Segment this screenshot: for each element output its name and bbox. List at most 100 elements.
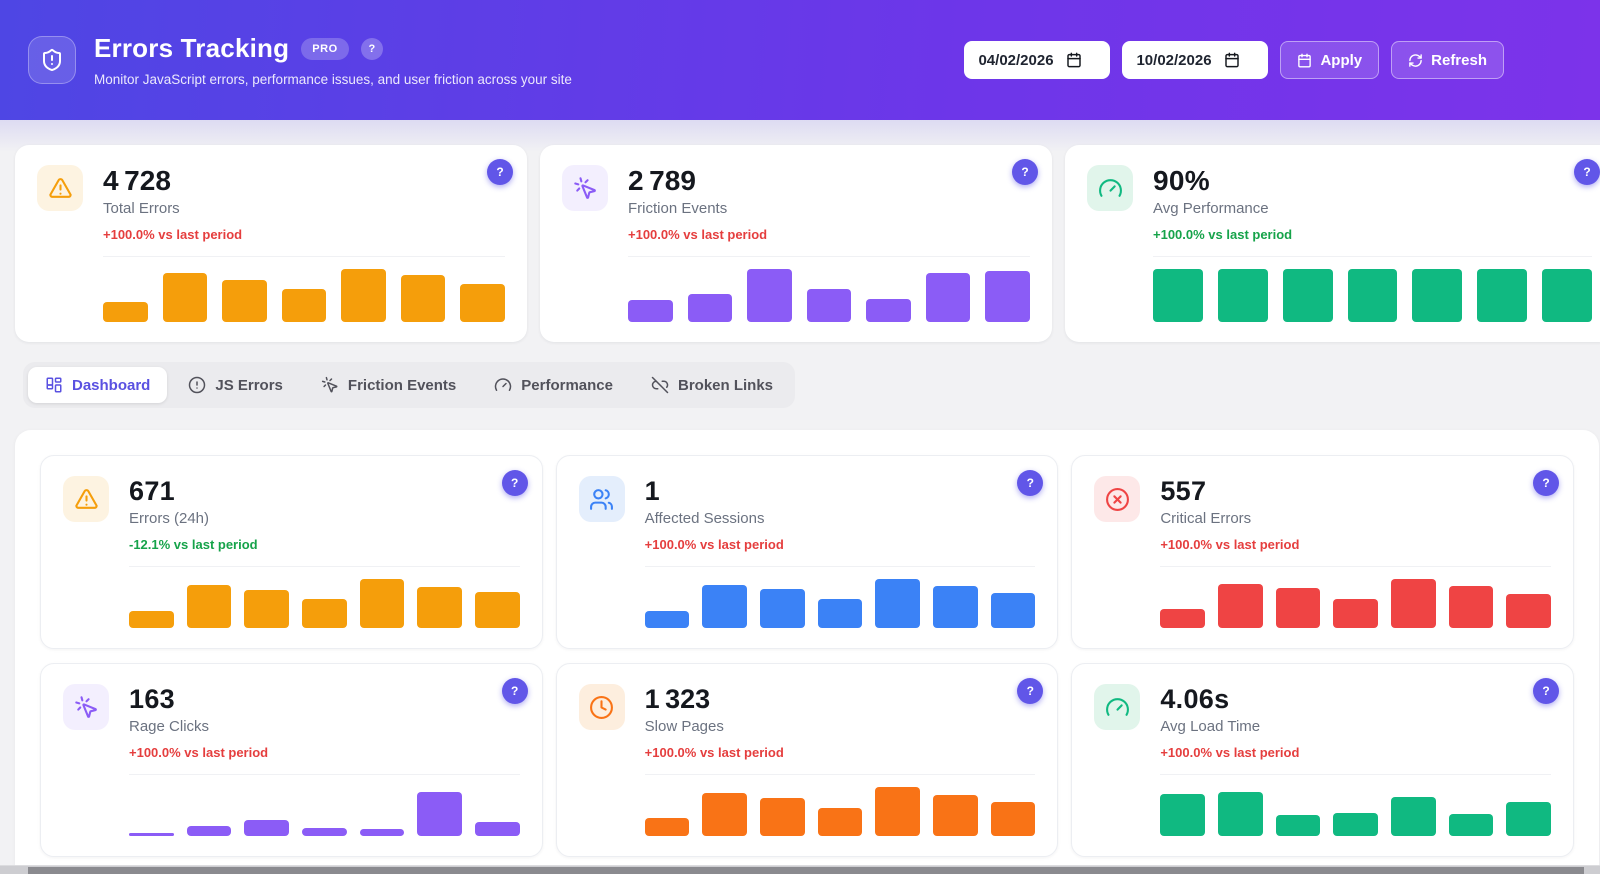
- sparkline-bar: [281, 288, 327, 322]
- sparkline-bar: [341, 269, 386, 322]
- metric-label: Rage Clicks: [129, 718, 210, 735]
- metric-label: Total Errors: [103, 200, 180, 217]
- sparkline-bar: [1542, 269, 1593, 322]
- help-badge[interactable]: ?: [1017, 470, 1044, 496]
- sparkline-bar: [1153, 269, 1203, 322]
- sparkline-bar: [1160, 609, 1205, 628]
- sparkline-bar: [1448, 814, 1494, 836]
- sparkline-bar: [417, 791, 463, 836]
- sparkline-bar: [925, 273, 971, 322]
- sparkline-bar: [1160, 793, 1205, 836]
- sparkline-bar: [933, 794, 978, 836]
- metric-cards-grid: ? 671 Errors (24h) -12.1% vs last period…: [40, 455, 1574, 857]
- metric-value: 4.06s: [1160, 684, 1230, 714]
- help-badge[interactable]: ?: [1012, 159, 1038, 185]
- sparkline-bar: [302, 828, 347, 836]
- metric-card-errors-24h: ? 671 Errors (24h) -12.1% vs last period: [40, 455, 543, 649]
- sparkline: [129, 774, 520, 836]
- clock-icon: [578, 684, 625, 730]
- sparkline-bar: [760, 588, 805, 628]
- sparkline-bar: [1218, 583, 1263, 628]
- help-badge[interactable]: ?: [501, 470, 528, 496]
- sparkline: [1153, 256, 1593, 322]
- metric-delta: -12.1% vs last period: [129, 537, 258, 552]
- sparkline-bar: [1275, 587, 1321, 628]
- metric-delta: +100.0% vs last period: [1160, 745, 1300, 760]
- tab-label: Dashboard: [72, 376, 151, 394]
- mouse-pointer-click-icon: [562, 165, 608, 211]
- date-to-input[interactable]: 10/02/2026: [1122, 41, 1269, 79]
- calendar-icon: [1298, 53, 1312, 67]
- sparkline-bar: [1448, 585, 1494, 628]
- sparkline-bar: [866, 298, 911, 322]
- sparkline-bar: [1391, 579, 1436, 628]
- tab-bar: Dashboard JS Errors Friction Events Perf…: [23, 362, 796, 408]
- metric-delta: +100.0% vs last period: [129, 745, 269, 760]
- metric-card-slow-pages: ? 1 323 Slow Pages +100.0% vs last perio…: [555, 663, 1059, 857]
- sparkline-bar: [475, 591, 520, 628]
- sparkline-bar: [990, 801, 1036, 836]
- sparkline-bar: [1218, 791, 1263, 836]
- sparkline-bar: [129, 611, 174, 628]
- date-from-input[interactable]: 04/02/2026: [964, 41, 1111, 79]
- calendar-icon: [1066, 52, 1081, 68]
- sparkline-bar: [628, 299, 673, 322]
- sparkline-bar: [747, 269, 792, 322]
- sparkline-bar: [186, 584, 232, 628]
- metric-card-affected-sessions: ? 1 Affected Sessions +100.0% vs last pe…: [555, 455, 1059, 649]
- summary-card-friction-events: ? 2 789 Friction Events +100.0% vs last …: [540, 145, 1052, 342]
- sparkline-bar: [875, 787, 921, 836]
- sparkline: [644, 774, 1036, 836]
- metric-card-avg-load-time: ? 4.06s Avg Load Time +100.0% vs last pe…: [1071, 663, 1574, 857]
- help-badge[interactable]: ?: [501, 678, 528, 704]
- metric-delta: +100.0% vs last period: [1160, 537, 1300, 552]
- metric-value: 671: [129, 476, 175, 506]
- metric-label: Affected Sessions: [644, 510, 765, 527]
- sparkline-bar: [1391, 796, 1436, 836]
- help-badge[interactable]: ?: [487, 159, 513, 185]
- sparkline-bar: [1333, 598, 1379, 628]
- help-badge[interactable]: ?: [1574, 159, 1600, 185]
- tab-friction-events[interactable]: Friction Events: [304, 367, 473, 403]
- help-badge[interactable]: ?: [1532, 470, 1559, 496]
- tab-js-errors[interactable]: JS Errors: [171, 367, 300, 403]
- scrollbar-thumb[interactable]: [28, 867, 1584, 874]
- mouse-pointer-click-icon: [321, 376, 338, 393]
- calendar-icon: [1224, 52, 1239, 68]
- tab-label: JS Errors: [215, 376, 283, 394]
- horizontal-scrollbar[interactable]: [0, 865, 1600, 874]
- metric-label: Avg Performance: [1153, 200, 1269, 217]
- gauge-icon: [1087, 165, 1133, 211]
- sparkline: [628, 256, 1031, 322]
- metric-label: Critical Errors: [1160, 510, 1252, 527]
- metric-value: 4 728: [103, 165, 171, 196]
- tab-performance[interactable]: Performance: [477, 367, 630, 403]
- metric-delta: +100.0% vs last period: [103, 227, 243, 242]
- sparkline-bar: [1477, 269, 1528, 322]
- metric-delta: +100.0% vs last period: [644, 745, 784, 760]
- refresh-label: Refresh: [1431, 51, 1487, 69]
- page-header: Errors Tracking PRO ? Monitor JavaScript…: [0, 0, 1600, 120]
- sparkline-bar: [702, 584, 747, 628]
- sparkline-bar: [400, 275, 446, 322]
- page-title: Errors Tracking: [94, 33, 290, 63]
- sparkline: [129, 566, 520, 628]
- header-help-button[interactable]: ?: [360, 37, 383, 60]
- shield-alert-icon: [28, 36, 76, 84]
- metric-delta: +100.0% vs last period: [644, 537, 784, 552]
- sparkline-bar: [1506, 801, 1552, 836]
- tab-broken-links[interactable]: Broken Links: [634, 367, 790, 403]
- refresh-button[interactable]: Refresh: [1391, 41, 1504, 79]
- tab-dashboard[interactable]: Dashboard: [28, 367, 168, 403]
- metric-value: 90%: [1153, 165, 1210, 196]
- help-badge[interactable]: ?: [1017, 678, 1044, 704]
- header-controls: 04/02/2026 10/02/2026 Apply Refresh: [964, 41, 1504, 79]
- sparkline-bar: [1347, 269, 1398, 322]
- apply-button[interactable]: Apply: [1280, 41, 1380, 79]
- triangle-alert-icon: [37, 165, 83, 211]
- circle-x-icon: [1094, 476, 1141, 522]
- pro-badge: PRO: [301, 37, 349, 60]
- sparkline-bar: [933, 586, 978, 628]
- summary-card-avg-performance: ? 90% Avg Performance +100.0% vs last pe…: [1065, 145, 1600, 342]
- help-badge[interactable]: ?: [1532, 678, 1559, 704]
